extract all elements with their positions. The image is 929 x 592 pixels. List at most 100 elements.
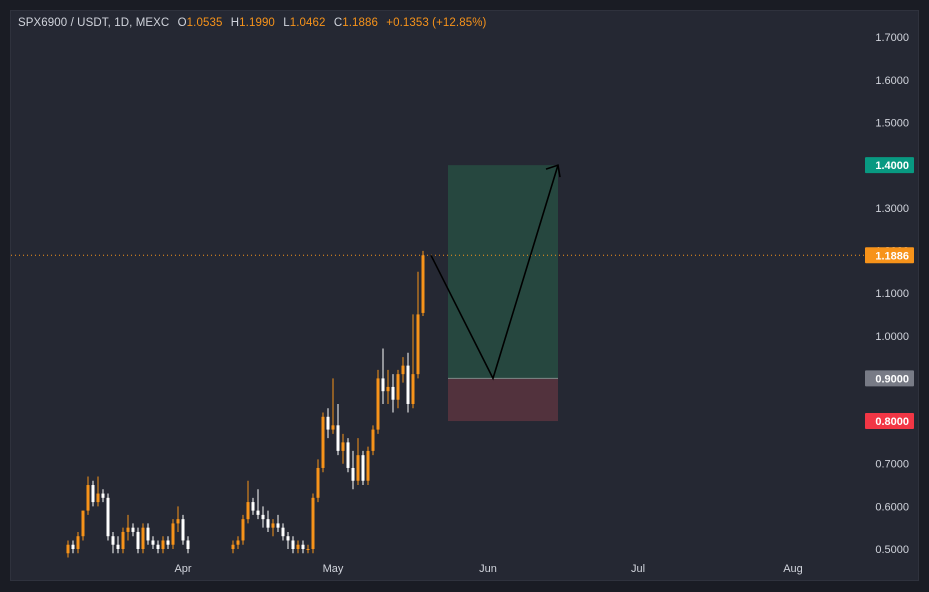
candle-body [281,527,285,537]
candle-body [321,416,325,468]
candle-body [391,386,395,400]
candle-body [76,536,80,549]
x-tick-label: May [323,563,344,575]
symbol-title: SPX6900 / USDT, 1D, MEXC [18,17,170,29]
y-tick-label: 1.3000 [875,203,909,215]
close-label: C [333,17,343,29]
candle-body [101,493,105,498]
candle-body [266,519,270,528]
candle-body [351,467,355,481]
stop-price-tag-bg [865,413,914,430]
candle-body [131,527,135,532]
candle-body [381,378,385,392]
candle-body [356,455,360,481]
x-tick-label: Apr [174,563,191,575]
candle-body [276,523,280,528]
target-price-tag: 1.4000 [875,160,909,172]
entry-price-tag: 0.9000 [875,373,909,385]
candle-body [81,510,85,537]
y-tick-label: 0.6000 [875,501,909,513]
candle-body [401,365,405,375]
candle-body [136,531,140,549]
candle-body [246,502,250,520]
candle-body [306,549,310,550]
y-tick-label: 1.7000 [875,32,909,44]
candle-body [336,425,340,451]
open-value: 1.0535 [186,17,223,29]
target-price-tag-bg [865,157,914,174]
candle-body [66,544,70,554]
candle-body [91,485,95,503]
stop-zone[interactable] [448,378,558,422]
candle-body [166,540,170,545]
symbol-legend: SPX6900 / USDT, 1D, MEXC O1.0535 H1.1990… [18,17,486,29]
high-value: 1.1990 [239,17,275,29]
low-label: L [283,17,290,29]
open-label: O [177,17,187,29]
candle-body [376,378,380,430]
candle-body [326,416,330,430]
high-label: H [230,17,240,29]
y-tick-label: 1.0000 [875,331,909,343]
candle-body [271,523,275,528]
candle-body [111,536,115,545]
entry-price-tag-bg [865,370,914,387]
candle-body [316,467,320,498]
candle-body [146,527,150,541]
x-tick-label: Jul [631,563,645,575]
candle-body [181,519,185,541]
candle-body [116,544,120,549]
candle-body [371,429,375,451]
candle-body [241,519,245,541]
candle-body [121,531,125,549]
candle-body [331,425,335,430]
candle-body [346,442,350,468]
candle-body [366,450,370,481]
candle-body [361,455,365,481]
y-tick-label: 1.6000 [875,75,909,87]
candle-body [341,442,345,451]
candle-body [301,544,305,549]
candle-body [411,374,415,404]
candle-body [71,544,75,549]
x-tick-label: Jun [479,563,497,575]
candle-body [186,540,190,549]
candle-body [286,536,290,541]
y-tick-label: 1.1000 [875,288,909,300]
candle-body [396,374,400,400]
y-tick-label: 0.7000 [875,459,909,471]
close-value: 1.1886 [342,17,378,29]
candle-body [296,544,300,549]
candle-body [251,502,255,511]
candle-body [291,540,295,549]
candle-body [96,493,100,503]
stop-price-tag: 0.8000 [875,416,909,428]
candle-body [311,497,315,549]
y-tick-label: 1.5000 [875,118,909,130]
candle-body [406,365,410,404]
change-value: +0.1353 (+12.85%) [386,17,487,29]
candle-body [141,527,145,549]
candle-body [171,523,175,545]
forecast-arrowhead [545,164,561,178]
candle-body [256,510,260,515]
forecast-path[interactable] [430,164,559,381]
candle-body [231,544,235,549]
candle-body [386,386,390,392]
x-tick-label: Aug [783,563,803,575]
y-tick-label: 0.5000 [875,544,909,556]
candle-body [151,540,155,545]
candle-body [161,540,165,549]
low-value: 1.0462 [289,17,326,29]
candle-body [126,527,130,532]
candle-body [236,540,240,545]
current-price-tag: 1.1886 [875,250,909,262]
candle-body [416,314,420,375]
current-price-tag-bg [865,247,914,264]
candle-body [421,255,425,313]
candle-body [176,519,180,524]
candle-body [156,544,160,549]
candle-body [106,497,110,537]
candle-body [261,514,265,520]
